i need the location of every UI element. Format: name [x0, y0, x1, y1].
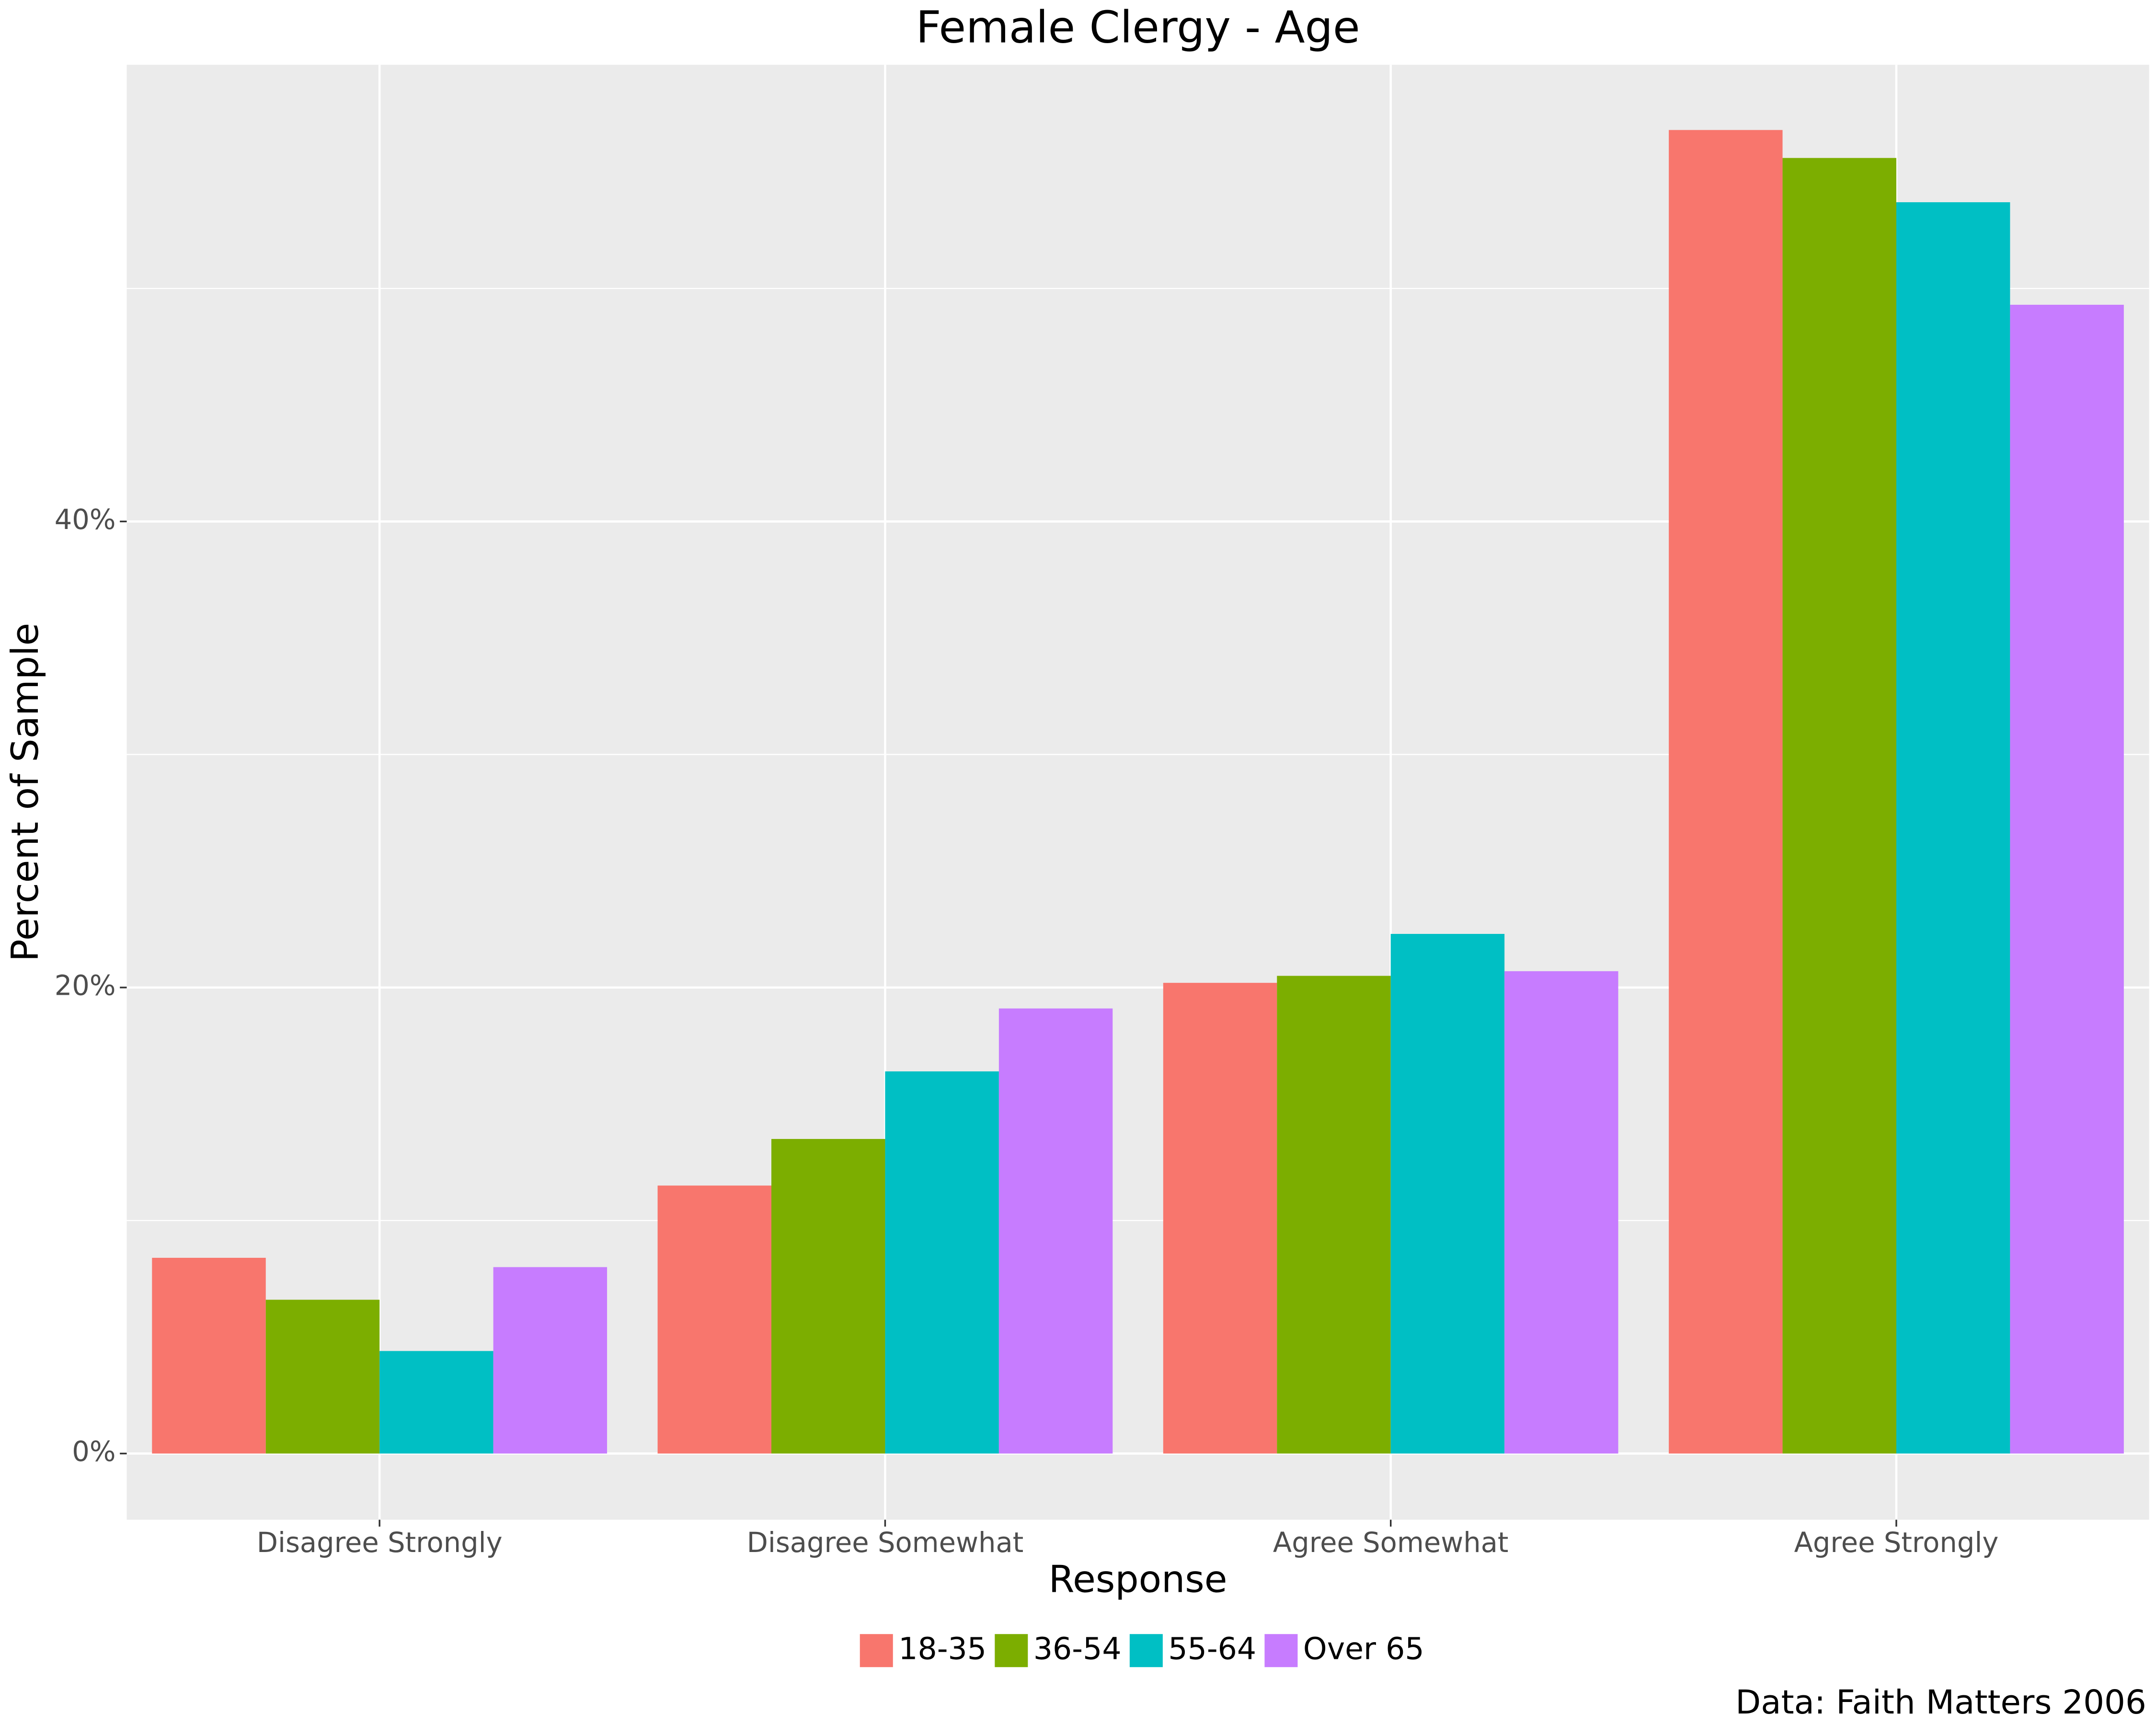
- x-tick-label: Disagree Somewhat: [747, 1527, 1024, 1559]
- caption: Data: Faith Matters 2006: [1735, 1683, 2146, 1722]
- bar: [1277, 976, 1391, 1454]
- chart-title: Female Clergy - Age: [916, 2, 1360, 53]
- y-tick-label: 0%: [72, 1436, 115, 1468]
- legend-label: Over 65: [1303, 1631, 1424, 1666]
- legend-label: 55-64: [1168, 1631, 1256, 1666]
- x-tick-label: Agree Somewhat: [1273, 1527, 1509, 1559]
- bar: [493, 1267, 608, 1454]
- bar: [998, 1008, 1113, 1454]
- legend-label: 18-35: [898, 1631, 986, 1666]
- bar: [1669, 130, 1783, 1454]
- bar: [771, 1138, 885, 1454]
- bar: [265, 1300, 380, 1454]
- x-tick-label: Agree Strongly: [1794, 1527, 1999, 1559]
- legend-key: [1129, 1634, 1163, 1668]
- legend-key: [860, 1634, 893, 1668]
- bar: [2010, 305, 2124, 1454]
- legend-key: [1264, 1634, 1298, 1668]
- y-tick-label: 40%: [55, 504, 116, 536]
- bar: [1782, 158, 1896, 1454]
- bar: [1896, 202, 2010, 1454]
- y-axis-label: Percent of Sample: [4, 623, 47, 962]
- bar: [1163, 983, 1277, 1454]
- legend-key: [995, 1634, 1028, 1668]
- bar: [379, 1351, 493, 1454]
- bar: [152, 1257, 266, 1454]
- legend-label: 36-54: [1033, 1631, 1122, 1666]
- x-tick-label: Disagree Strongly: [257, 1527, 503, 1559]
- bar: [657, 1185, 772, 1454]
- bar: [1390, 934, 1505, 1454]
- bar: [1504, 971, 1618, 1454]
- bar: [885, 1071, 999, 1454]
- y-tick-label: 20%: [55, 969, 116, 1001]
- x-axis-label: Response: [1049, 1558, 1227, 1601]
